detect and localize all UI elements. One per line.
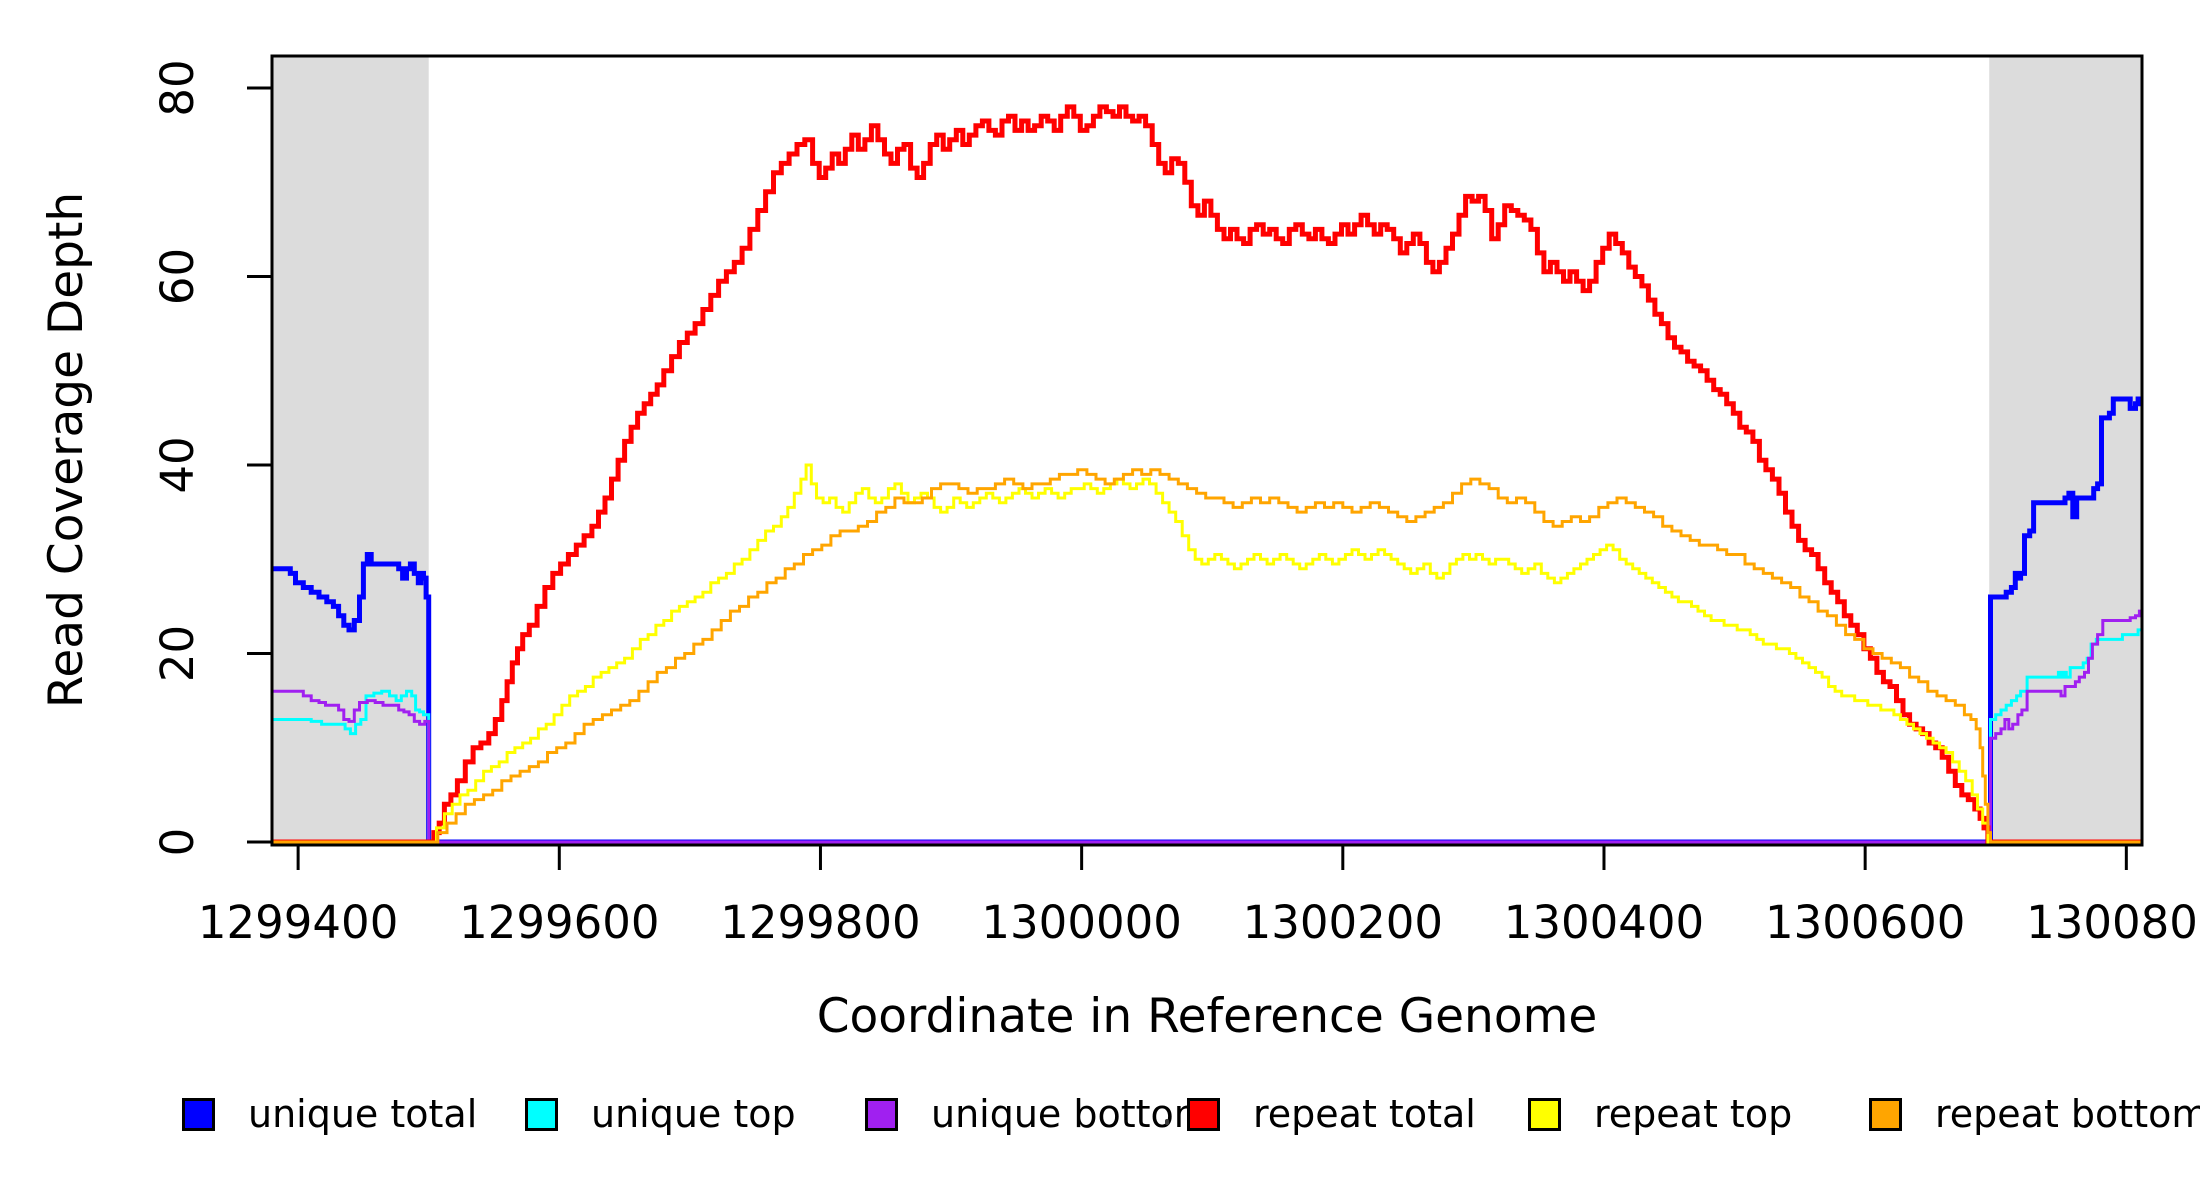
x-tick-label: 1299800	[720, 896, 920, 949]
unique-bottom-swatch-icon	[865, 1097, 898, 1131]
series-line-repeat-bottom	[272, 468, 2142, 844]
series-line-repeat-total	[272, 104, 2142, 845]
y-tick-label: 20	[151, 625, 204, 682]
legend-label: unique bottom	[931, 1092, 1211, 1136]
stray-ink-dot	[1165, 1119, 1169, 1125]
axis-tick-labels: 1299400 1299600 1299800 1300000 1300200 13004…	[151, 59, 2200, 949]
shaded-region-0	[272, 56, 429, 845]
chart-legend: unique total unique top unique bottom re…	[0, 1092, 2200, 1152]
y-axis-title: Read Coverage Depth	[39, 192, 94, 708]
plot-border-box	[270, 54, 2144, 847]
series-line-unique-total	[272, 396, 2142, 845]
repeat-bottom-swatch-icon	[1869, 1097, 1902, 1131]
series-line-unique-top	[272, 628, 2142, 844]
repeat-total-swatch-icon	[1187, 1097, 1220, 1131]
legend-item-repeat-top: repeat top	[1528, 1092, 1792, 1136]
shaded-flank-regions	[272, 56, 2142, 845]
series-line-repeat-top	[272, 463, 2142, 844]
series-line-unique-bottom	[272, 609, 2142, 844]
legend-item-unique-top: unique top	[525, 1092, 796, 1136]
x-tick-label: 1299400	[198, 896, 398, 949]
legend-label: repeat top	[1594, 1092, 1793, 1136]
shaded-region-1	[1989, 56, 2142, 845]
y-tick-label: 60	[151, 248, 204, 305]
x-tick-label: 1299600	[459, 896, 659, 949]
x-axis-title: Coordinate in Reference Genome	[817, 989, 1598, 1044]
y-tick-label: 40	[151, 436, 204, 493]
legend-item-unique-total: unique total	[182, 1092, 477, 1136]
legend-label: repeat bottom	[1935, 1092, 2200, 1136]
x-tick-label: 1300400	[1504, 896, 1704, 949]
unique-top-swatch-icon	[525, 1097, 558, 1131]
unique-total-swatch-icon	[182, 1097, 215, 1131]
x-tick-label: 1300600	[1765, 896, 1965, 949]
x-tick-label: 1300200	[1243, 896, 1443, 949]
legend-label: unique total	[248, 1092, 478, 1136]
legend-item-repeat-total: repeat total	[1187, 1092, 1476, 1136]
legend-label: repeat total	[1253, 1092, 1476, 1136]
series-lines	[272, 104, 2142, 845]
axis-ticks	[247, 86, 2128, 870]
legend-item-unique-bottom: unique bottom	[865, 1092, 1211, 1136]
legend-item-repeat-bottom: repeat bottom	[1869, 1092, 2200, 1136]
legend-label: unique top	[591, 1092, 796, 1136]
y-tick-label: 0	[151, 828, 204, 857]
y-tick-label: 80	[151, 59, 204, 116]
x-tick-label: 1300000	[981, 896, 1181, 949]
repeat-top-swatch-icon	[1528, 1097, 1561, 1131]
